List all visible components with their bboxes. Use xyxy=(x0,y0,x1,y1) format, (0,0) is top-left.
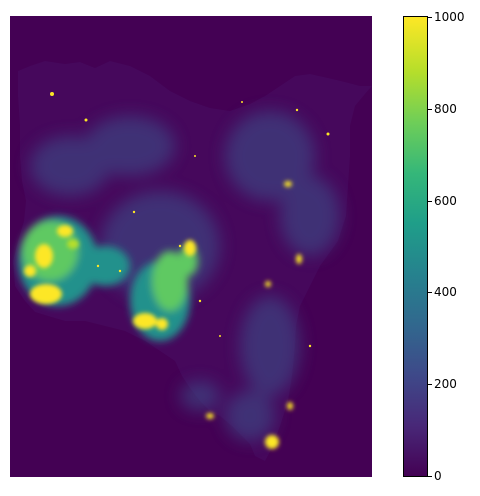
colorbar-tick-mark xyxy=(427,384,432,386)
map-canvas xyxy=(13,61,372,461)
colorbar-tick-label: 400 xyxy=(434,285,457,300)
colorbar-tick-label: 200 xyxy=(434,377,457,392)
colorbar-tick-mark xyxy=(427,108,432,110)
colorbar-tick-mark xyxy=(427,17,432,18)
colorbar-tick-label: 600 xyxy=(434,193,457,208)
colorbar-tick-label: 0 xyxy=(434,469,442,483)
colorbar-tick-label: 800 xyxy=(434,101,457,116)
population-density-map xyxy=(10,16,372,477)
colorbar-tick-mark xyxy=(427,200,432,202)
town-dots xyxy=(50,92,330,348)
colorbar: 0 200 400 600 800 1000 xyxy=(403,10,465,483)
colorbar-tick-mark xyxy=(427,476,432,477)
urban-hotspots xyxy=(24,181,302,449)
colorbar-gradient xyxy=(403,16,428,477)
colorbar-tick-label: 1000 xyxy=(434,10,465,24)
colorbar-tick-mark xyxy=(427,292,432,294)
